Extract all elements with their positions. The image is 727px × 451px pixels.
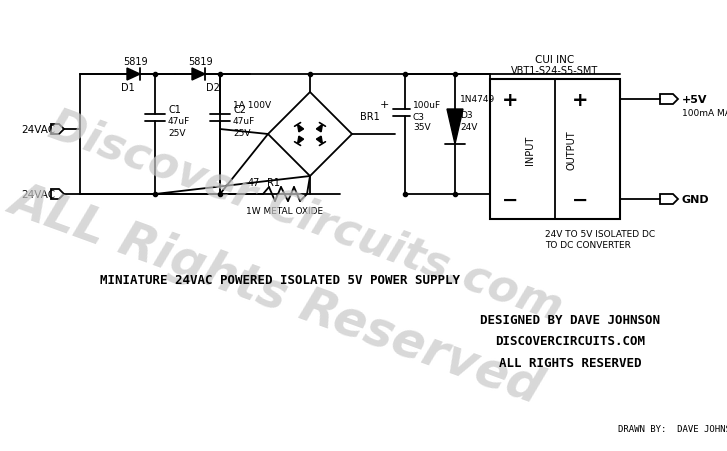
- Text: 24V: 24V: [460, 122, 478, 131]
- Text: INPUT: INPUT: [525, 135, 535, 164]
- Text: 5819: 5819: [188, 57, 212, 67]
- Text: −: −: [572, 190, 588, 209]
- Bar: [490, 80, 620, 220]
- Text: VBT1-S24-S5-SMT: VBT1-S24-S5-SMT: [511, 66, 598, 76]
- Text: R1: R1: [267, 178, 280, 188]
- Text: DESIGNED BY DAVE JOHNSON: DESIGNED BY DAVE JOHNSON: [480, 313, 660, 326]
- Text: MINIATURE 24VAC POWERED ISOLATED 5V POWER SUPPLY: MINIATURE 24VAC POWERED ISOLATED 5V POWE…: [100, 273, 460, 286]
- Text: 25V: 25V: [233, 128, 251, 137]
- Text: 100uF: 100uF: [413, 100, 441, 109]
- Text: 25V: 25V: [168, 128, 185, 137]
- Text: 1W METAL OXIDE: 1W METAL OXIDE: [246, 207, 324, 216]
- Text: 100mA MAX: 100mA MAX: [682, 108, 727, 117]
- Text: 24VAC: 24VAC: [21, 125, 55, 135]
- Text: 35V: 35V: [413, 123, 430, 132]
- Text: ALL RIGHTS RESERVED: ALL RIGHTS RESERVED: [499, 357, 641, 370]
- Polygon shape: [447, 110, 463, 145]
- Text: ALL Rights Reserved: ALL Rights Reserved: [4, 175, 549, 412]
- Text: 47uF: 47uF: [233, 117, 255, 126]
- Text: −: −: [502, 190, 518, 209]
- Text: +5V: +5V: [682, 95, 707, 105]
- Text: Discover Circuits.com: Discover Circuits.com: [43, 104, 568, 329]
- Text: 5819: 5819: [123, 57, 148, 67]
- Polygon shape: [192, 69, 205, 81]
- Polygon shape: [297, 137, 304, 144]
- Text: C3: C3: [413, 113, 425, 122]
- Text: +: +: [571, 90, 588, 109]
- Text: D2: D2: [206, 83, 220, 93]
- Text: CUI INC: CUI INC: [535, 55, 574, 65]
- Text: C2: C2: [233, 105, 246, 115]
- Text: D1: D1: [121, 83, 134, 93]
- Text: +: +: [379, 100, 389, 110]
- Text: 1A 100V: 1A 100V: [233, 100, 271, 109]
- Polygon shape: [127, 69, 140, 81]
- Text: 47uF: 47uF: [168, 117, 190, 126]
- Text: C1: C1: [168, 105, 181, 115]
- Text: 47: 47: [248, 178, 260, 188]
- Polygon shape: [297, 125, 304, 133]
- Text: 1N4749: 1N4749: [460, 95, 495, 104]
- Polygon shape: [316, 125, 323, 133]
- Text: TO DC CONVERTER: TO DC CONVERTER: [545, 241, 631, 250]
- Text: +: +: [502, 90, 518, 109]
- Text: GND: GND: [682, 194, 710, 205]
- Text: OUTPUT: OUTPUT: [567, 130, 577, 170]
- Text: DRAWN BY:  DAVE JOHNSON: DRAWN BY: DAVE JOHNSON: [618, 424, 727, 433]
- Text: DISCOVERCIRCUITS.COM: DISCOVERCIRCUITS.COM: [495, 335, 645, 348]
- Polygon shape: [316, 137, 323, 144]
- Text: 24VAC: 24VAC: [21, 189, 55, 199]
- Text: BR1: BR1: [360, 112, 379, 122]
- Text: D3: D3: [460, 110, 473, 119]
- Text: 24V TO 5V ISOLATED DC: 24V TO 5V ISOLATED DC: [545, 230, 655, 239]
